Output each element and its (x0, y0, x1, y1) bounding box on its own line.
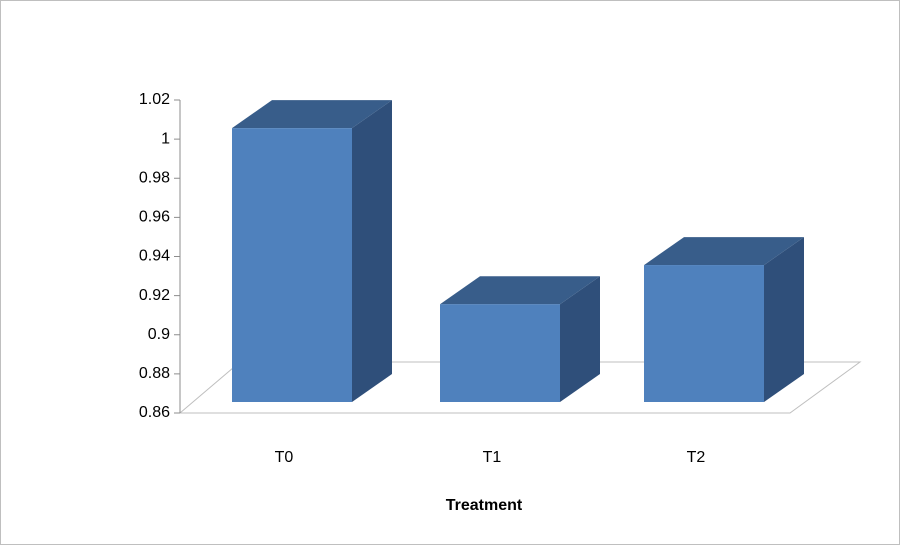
bar (440, 304, 560, 402)
bar (644, 265, 764, 402)
bar-side (764, 237, 804, 402)
y-tick-label: 0.98 (139, 169, 170, 186)
y-tick-label: 0.94 (139, 248, 170, 265)
y-tick-label: 0.96 (139, 209, 170, 226)
y-tick-label: 0.86 (139, 404, 170, 421)
x-tick-label: T0 (275, 449, 294, 466)
bar (232, 128, 352, 402)
x-axis-title: Treatment (446, 497, 523, 514)
y-tick-label: 1.02 (139, 91, 170, 108)
x-tick-label: T2 (687, 449, 706, 466)
bar-side (560, 276, 600, 402)
bar-top (232, 100, 392, 129)
bar-top (644, 237, 804, 266)
bar-side (352, 100, 392, 402)
y-tick-label: 1 (161, 130, 170, 147)
x-tick-label: T1 (483, 449, 502, 466)
y-tick-label: 0.88 (139, 365, 170, 382)
y-tick-label: 0.9 (148, 326, 170, 343)
y-tick-label: 0.92 (139, 287, 170, 304)
bar-top (440, 276, 600, 305)
floor (178, 361, 862, 414)
